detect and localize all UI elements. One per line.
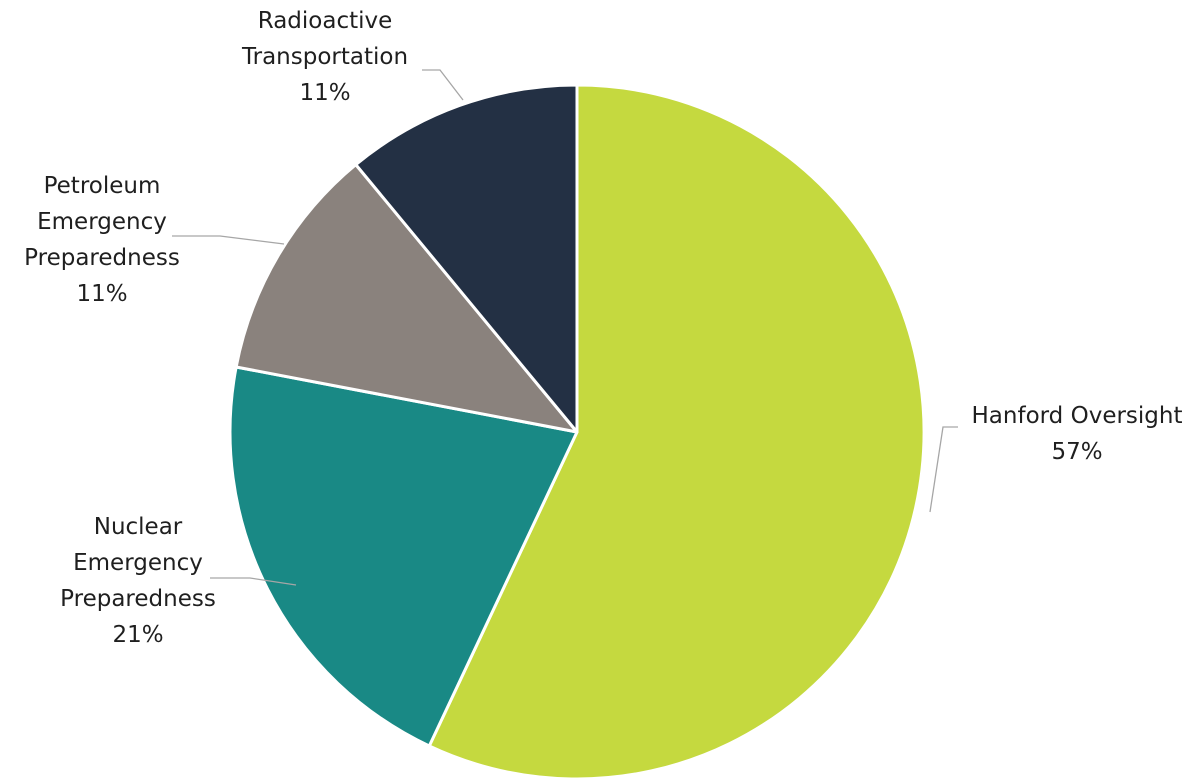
- leader-line-petroleum-emergency-preparedness: [172, 235, 285, 245]
- data-label-value: 57%: [1051, 439, 1102, 465]
- data-label-name-line: Petroleum: [44, 173, 161, 199]
- data-label-name-line: Transportation: [241, 44, 408, 70]
- pie-slice-radioactive-transportation: [354, 83, 579, 434]
- data-label-value: 21%: [112, 622, 163, 648]
- leader-line-hanford-oversight: [929, 426, 958, 513]
- leader-line-nuclear-emergency-preparedness: [210, 577, 297, 586]
- data-label-hanford-oversight: Hanford Oversight 57%: [972, 403, 1183, 465]
- pie-slices: [228, 83, 926, 781]
- pie-slice-petroleum-emergency-preparedness: [234, 163, 579, 434]
- data-labels: Hanford Oversight 57% Nuclear Emergency Prep…: [24, 8, 1182, 648]
- data-label-petroleum-emergency-preparedness: Petroleum Emergency Preparedness 11%: [24, 173, 180, 307]
- data-label-value: 11%: [76, 281, 127, 307]
- pie-slice-hanford-oversight: [427, 83, 926, 781]
- data-label-name-line: Preparedness: [24, 245, 180, 271]
- data-label-name-line: Hanford Oversight: [972, 403, 1183, 429]
- data-label-radioactive-transportation: Radioactive Transportation 11%: [241, 8, 408, 106]
- data-label-value: 11%: [299, 80, 350, 106]
- leader-lines: [172, 69, 958, 586]
- data-label-nuclear-emergency-preparedness: Nuclear Emergency Preparedness 21%: [60, 514, 216, 648]
- data-label-name-line: Emergency: [37, 209, 167, 235]
- leader-line-radioactive-transportation: [422, 69, 464, 101]
- data-label-name-line: Radioactive: [258, 8, 393, 34]
- data-label-name-line: Emergency: [73, 550, 203, 576]
- data-label-name-line: Nuclear: [94, 514, 183, 540]
- pie-slice-nuclear-emergency-preparedness: [228, 365, 579, 748]
- data-label-name-line: Preparedness: [60, 586, 216, 612]
